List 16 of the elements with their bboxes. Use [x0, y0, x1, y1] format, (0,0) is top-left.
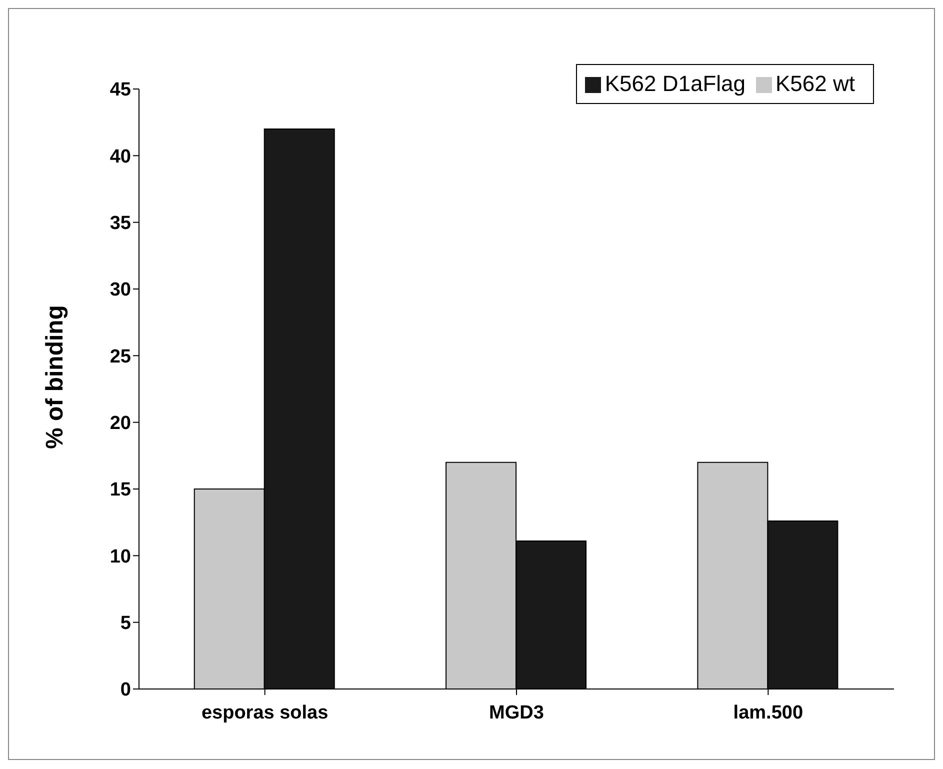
- x-tick-label: esporas solas: [201, 702, 328, 724]
- y-tick-label: 25: [110, 346, 132, 368]
- y-tick-label: 30: [110, 280, 131, 301]
- y-tick-label: 40: [110, 146, 131, 168]
- y-tick-label: 0: [120, 680, 131, 701]
- y-tick-label: 15: [110, 480, 132, 501]
- y-tick-label: 35: [110, 213, 132, 234]
- y-tick-label: 20: [110, 413, 131, 434]
- legend-label: K562 wt: [776, 71, 855, 96]
- y-tick-label: 5: [120, 613, 132, 634]
- y-tick-label: 45: [110, 80, 132, 101]
- x-tick-label: lam.500: [733, 702, 804, 724]
- x-tick-label: MGD3: [489, 702, 544, 724]
- y-tick-label: 10: [110, 546, 131, 568]
- y-axis-title: % of binding: [42, 305, 69, 449]
- legend-label: K562 D1aFlag: [604, 71, 746, 96]
